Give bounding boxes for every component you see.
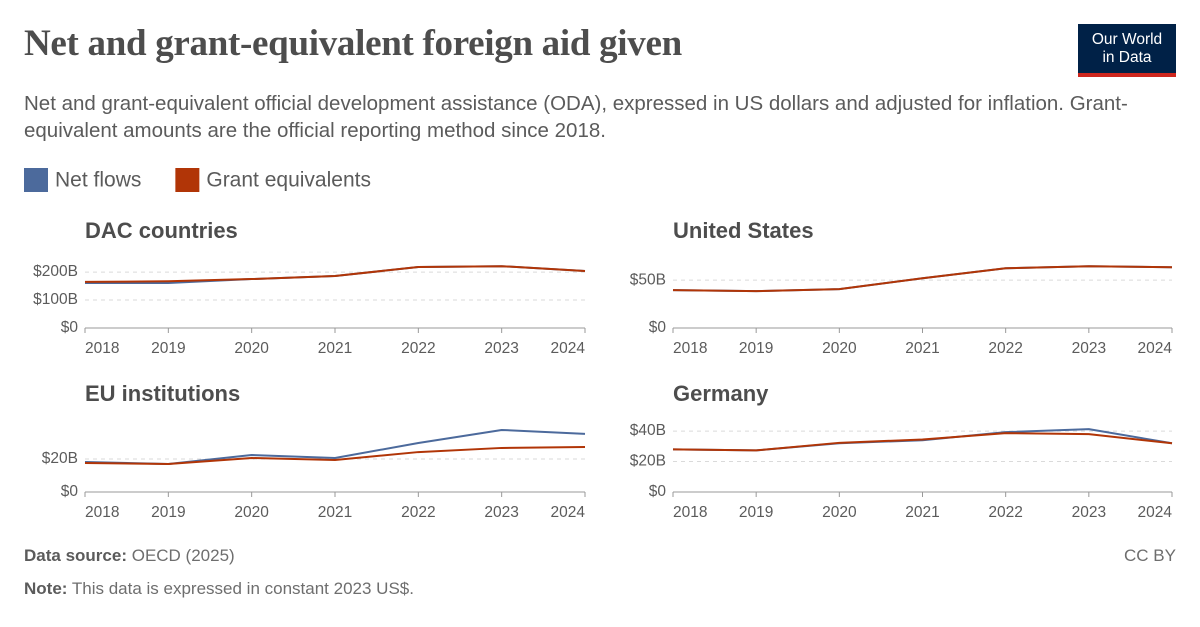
y-tick-label: $40B	[630, 422, 666, 439]
title: Net and grant-equivalent foreign aid giv…	[24, 23, 682, 64]
series-line	[84, 445, 586, 465]
x-tick-label: 2020	[234, 504, 269, 521]
x-tick-label: 2022	[988, 340, 1022, 357]
source: Data source: OECD (2025)	[24, 546, 235, 566]
x-tick-label: 2021	[905, 504, 939, 521]
x-tick-label: 2024	[1138, 504, 1173, 521]
x-tick-label: 2019	[739, 340, 773, 357]
x-tick-label: 2018	[85, 340, 119, 357]
x-tick-label: 2023	[1072, 504, 1106, 521]
series-line	[84, 265, 586, 283]
y-tick-label: $20B	[630, 453, 666, 470]
logo-text: in Data	[1102, 49, 1152, 66]
x-tick-label: 2018	[673, 504, 707, 521]
x-tick-label: 2020	[822, 340, 857, 357]
x-tick-label: 2020	[234, 340, 269, 357]
logo[interactable]: Our World in Data	[1078, 24, 1176, 77]
x-tick-label: 2022	[988, 504, 1022, 521]
x-tick-label: 2023	[1072, 340, 1106, 357]
x-tick-label: 2023	[484, 340, 518, 357]
legend-label: Net flows	[55, 169, 141, 192]
panel-title: Germany	[673, 381, 769, 406]
y-tick-label: $100B	[33, 291, 78, 308]
panel-title: United States	[673, 218, 814, 243]
x-tick-label: 2022	[401, 340, 435, 357]
series-line	[672, 432, 1173, 452]
panel-title: EU institutions	[85, 381, 240, 406]
note-text: This data is expressed in constant 2023 …	[71, 579, 414, 598]
note-label: Note:	[24, 579, 68, 598]
y-tick-label: $0	[61, 483, 79, 500]
x-tick-label: 2024	[551, 504, 586, 521]
source-label: Data source:	[24, 546, 127, 565]
subtitle: Net and grant-equivalent official develo…	[24, 92, 1128, 142]
legend-label: Grant equivalents	[206, 169, 371, 192]
panel-title: DAC countries	[85, 218, 238, 243]
x-tick-label: 2023	[484, 504, 518, 521]
x-tick-label: 2022	[401, 504, 435, 521]
x-tick-label: 2019	[739, 504, 773, 521]
y-tick-label: $200B	[33, 263, 78, 280]
x-tick-label: 2018	[85, 504, 119, 521]
source-text[interactable]: OECD (2025)	[131, 546, 235, 565]
x-tick-label: 2024	[551, 340, 586, 357]
legend-swatch	[24, 168, 48, 192]
series-line	[672, 265, 1173, 293]
x-tick-label: 2021	[318, 504, 352, 521]
x-tick-label: 2019	[151, 340, 185, 357]
logo-text: Our World	[1091, 31, 1163, 48]
x-tick-label: 2021	[318, 340, 352, 357]
x-tick-label: 2019	[151, 504, 185, 521]
x-tick-label: 2021	[905, 340, 939, 357]
x-tick-label: 2024	[1138, 340, 1173, 357]
legend-swatch	[175, 168, 200, 192]
y-tick-label: $0	[649, 319, 667, 336]
x-tick-label: 2020	[822, 504, 857, 521]
y-tick-label: $0	[61, 319, 79, 336]
y-tick-label: $0	[649, 483, 667, 500]
note: Note: This data is expressed in constant…	[24, 579, 414, 599]
x-tick-label: 2018	[673, 340, 707, 357]
y-tick-label: $20B	[42, 450, 78, 467]
y-tick-label: $50B	[630, 271, 666, 288]
license[interactable]: CC BY	[1124, 546, 1176, 565]
